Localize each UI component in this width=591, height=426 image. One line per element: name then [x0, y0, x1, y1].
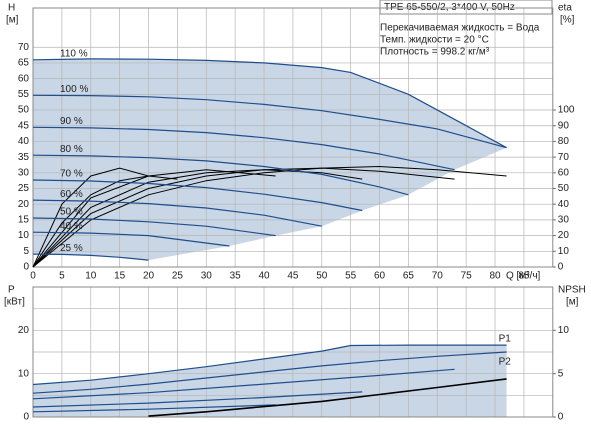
x-tick-label: 20	[143, 271, 155, 282]
x-tick-label: 45	[287, 271, 299, 282]
curve-label: 40 %	[60, 221, 83, 232]
note: Плотность = 998.2 кг/м³	[380, 47, 490, 58]
curve	[32, 154, 409, 196]
eta-curve	[32, 167, 149, 268]
y2-tick-label: 5	[558, 368, 564, 379]
y2-axis-unit: [м]	[566, 297, 579, 308]
eta-curve	[32, 167, 455, 268]
x-tick-label: 50	[316, 271, 328, 282]
x-tick-label: 80	[489, 271, 501, 282]
x-tick-label: 60	[374, 271, 386, 282]
y-tick-label: 0	[23, 412, 29, 423]
curve-label: 80 %	[60, 144, 83, 155]
curve-label: 50 %	[60, 207, 83, 218]
curve	[32, 368, 455, 400]
note: Перекачиваемая жидкость = Вода	[380, 23, 540, 34]
x-tick-label: 65	[403, 271, 415, 282]
curve	[32, 217, 276, 237]
y-tick-label: 25	[18, 183, 30, 194]
x-tick-label: 40	[258, 271, 270, 282]
curve-label: P1	[499, 334, 512, 345]
y2-tick-label: 100	[558, 105, 575, 116]
y-tick-label: 0	[23, 262, 29, 273]
y2-tick-label: 20	[558, 230, 570, 241]
y2-tick-label: 10	[558, 246, 570, 257]
curve-label: 110 %	[60, 48, 88, 59]
y2-tick-label: 0	[558, 412, 564, 423]
y-tick-label: 45	[18, 120, 30, 131]
curve-label: P2	[499, 357, 512, 368]
npsh-curve	[148, 378, 507, 417]
y2-axis-label: NPSH	[558, 285, 586, 296]
eta-curve	[32, 175, 178, 268]
note: Темп. жидкости = 20 °C	[380, 35, 489, 46]
eta-curve	[32, 165, 507, 268]
x-tick-label: 30	[201, 271, 213, 282]
x-tick-label: 75	[461, 271, 473, 282]
curve	[32, 344, 507, 386]
curve-label: 90 %	[60, 116, 83, 127]
operating-region	[33, 58, 507, 261]
x-tick-label: 70	[432, 271, 444, 282]
y2-tick-label: 80	[558, 136, 570, 147]
y-tick-label: 55	[18, 89, 30, 100]
curve-label: 25 %	[60, 243, 83, 254]
x-tick-label: 5	[59, 271, 65, 282]
y-axis-unit: [кВт]	[4, 297, 25, 308]
operating-region	[33, 345, 507, 417]
y-tick-label: 10	[18, 230, 30, 241]
curve	[32, 253, 149, 261]
y-tick-label: 5	[23, 246, 29, 257]
y2-tick-label: 90	[558, 120, 570, 131]
y2-tick-label: 60	[558, 167, 570, 178]
y2-tick-label: 0	[558, 262, 564, 273]
x-tick-label: 55	[345, 271, 357, 282]
x-tick-label: 15	[114, 271, 126, 282]
plot-frame	[32, 7, 554, 268]
curve	[32, 231, 230, 247]
curve	[32, 351, 507, 394]
curve	[32, 391, 363, 408]
y2-axis-label: eta	[558, 3, 572, 14]
x-tick-label: 25	[172, 271, 184, 282]
y-tick-label: 30	[18, 167, 30, 178]
y-tick-label: 10	[18, 368, 30, 379]
y2-tick-label: 50	[558, 183, 570, 194]
y-tick-label: 65	[18, 58, 30, 69]
y2-tick-label: 30	[558, 215, 570, 226]
x-tick-label: 0	[30, 271, 36, 282]
x-tick-label: 85	[518, 271, 530, 282]
x-axis-label: Q [м³/ч]	[506, 271, 541, 282]
y2-tick-label: 10	[558, 325, 570, 336]
curve	[32, 94, 507, 149]
y-axis-label: H	[8, 3, 15, 14]
y-tick-label: 35	[18, 152, 30, 163]
y-tick-label: 40	[18, 136, 30, 147]
x-tick-label: 10	[85, 271, 97, 282]
eta-curve	[32, 169, 363, 268]
y-tick-label: 50	[18, 105, 30, 116]
y-axis-label: P	[8, 285, 15, 296]
curve	[32, 58, 507, 149]
curve-label: 100 %	[60, 84, 88, 95]
y-axis-unit: [м]	[6, 15, 19, 26]
y-tick-label: 15	[18, 215, 30, 226]
y2-axis-unit: [%]	[560, 15, 575, 26]
y2-tick-label: 40	[558, 199, 570, 210]
curve-label: 60 %	[60, 189, 83, 200]
curve	[32, 126, 455, 171]
curve	[32, 404, 276, 413]
y-tick-label: 60	[18, 73, 30, 84]
y2-tick-label: 70	[558, 152, 570, 163]
y-tick-label: 20	[18, 325, 30, 336]
curve-label: 70 %	[60, 169, 83, 180]
y-tick-label: 20	[18, 199, 30, 210]
curve	[32, 179, 363, 212]
y-tick-label: 70	[18, 42, 30, 53]
plot-frame	[32, 286, 554, 418]
x-tick-label: 35	[230, 271, 242, 282]
curve	[32, 199, 322, 227]
